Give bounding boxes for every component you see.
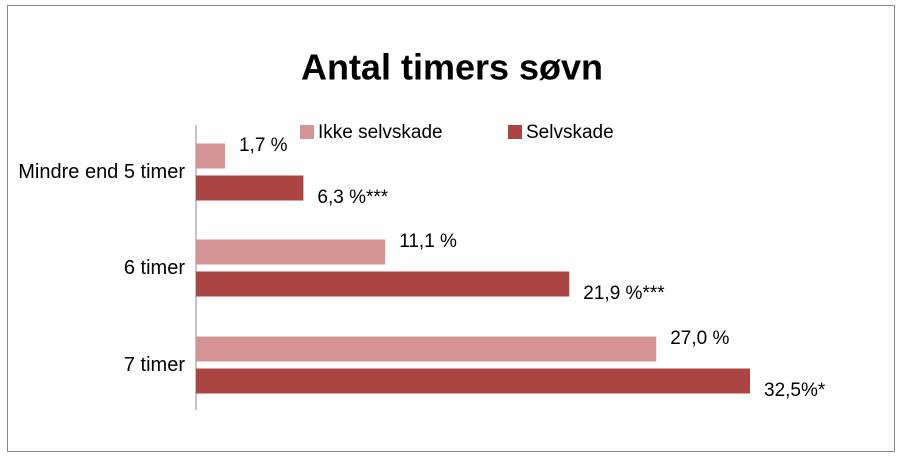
bar (196, 336, 657, 362)
value-label: 6,3 %*** (317, 187, 388, 208)
legend-label: Ikke selvskade (318, 122, 443, 143)
bar (196, 368, 750, 394)
value-label: 32,5%* (764, 380, 826, 401)
chart-border (7, 5, 895, 452)
bar (196, 175, 304, 201)
value-label: 1,7 % (239, 135, 288, 156)
value-label: 27,0 % (670, 328, 729, 349)
legend-swatch (300, 125, 314, 139)
category-label: 6 timer (123, 257, 185, 279)
value-label: 21,9 %*** (583, 283, 665, 304)
bar (196, 271, 570, 297)
bar (196, 143, 225, 169)
category-label: Mindre end 5 timer (18, 161, 185, 183)
value-label: 11,1 % (399, 231, 457, 252)
chart-title: Antal timers søvn (301, 47, 603, 88)
legend-label: Selvskade (526, 122, 614, 143)
legend-swatch (508, 125, 522, 139)
bar (196, 239, 386, 265)
category-label: 7 timer (123, 354, 185, 376)
